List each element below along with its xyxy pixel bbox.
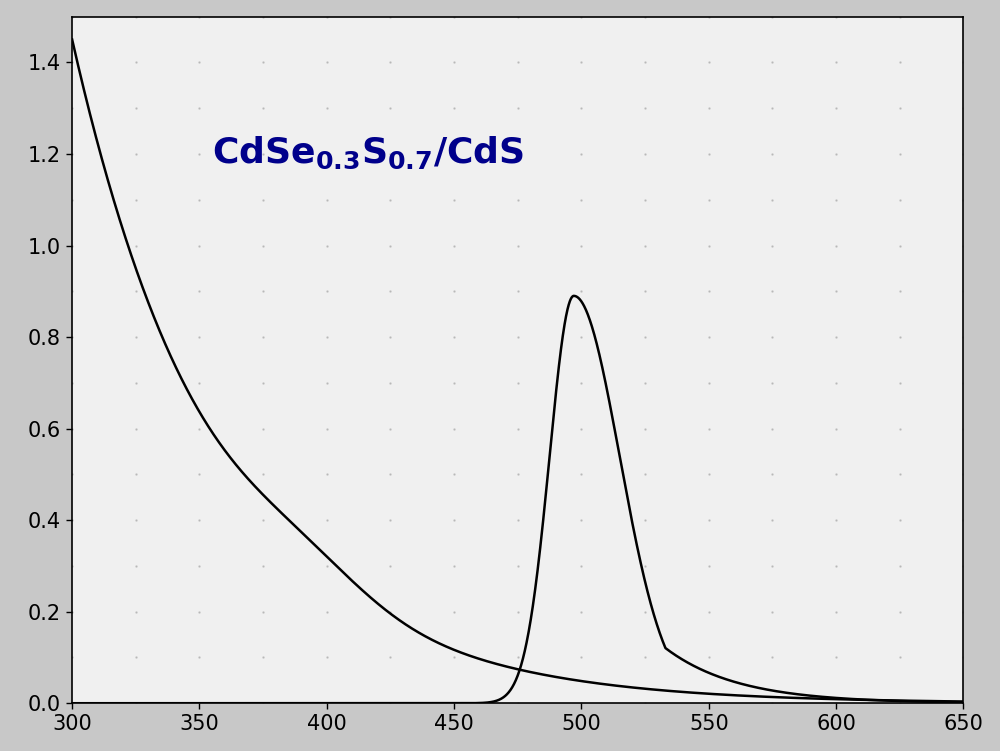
Text: $\mathbf{CdSe_{0.3}S_{0.7}/CdS}$: $\mathbf{CdSe_{0.3}S_{0.7}/CdS}$ bbox=[212, 135, 524, 171]
